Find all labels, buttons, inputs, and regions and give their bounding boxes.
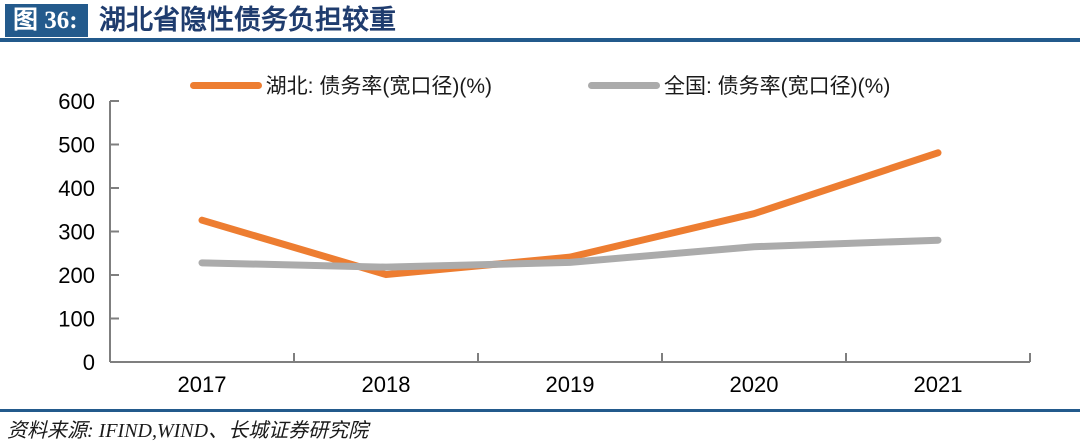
x-tick-label: 2018 xyxy=(362,372,411,397)
series-line-0 xyxy=(198,149,942,279)
legend-item-1: 全国: 债务率(宽口径)(%) xyxy=(588,70,890,100)
figure-title: 湖北省隐性债务负担较重 xyxy=(99,5,397,35)
figure-header: 图 36: 湖北省隐性债务负担较重 xyxy=(5,4,1080,37)
y-tick-label: 300 xyxy=(58,220,95,245)
figure-number-badge: 图 36: xyxy=(5,4,88,37)
header-rule xyxy=(0,38,1080,42)
x-tick-label: 2019 xyxy=(546,372,595,397)
y-tick-label: 500 xyxy=(58,133,95,158)
legend-swatch-0 xyxy=(189,81,262,89)
series-line-1 xyxy=(198,236,942,271)
source-note: 资料来源: IFIND,WIND、长城证券研究院 xyxy=(7,420,369,442)
y-tick-label: 400 xyxy=(58,176,95,201)
y-tick-label: 600 xyxy=(58,89,95,114)
x-tick-label: 2020 xyxy=(730,372,779,397)
x-tick-label: 2021 xyxy=(914,372,963,397)
legend-item-0: 湖北: 债务率(宽口径)(%) xyxy=(189,70,492,100)
y-tick-label: 0 xyxy=(83,350,95,375)
legend-label-1: 全国: 债务率(宽口径)(%) xyxy=(664,75,891,98)
legend-label-0: 湖北: 债务率(宽口径)(%) xyxy=(265,75,492,98)
x-tick-label: 2017 xyxy=(178,372,227,397)
chart-legend: 湖北: 债务率(宽口径)(%) 全国: 债务率(宽口径)(%) xyxy=(0,72,1080,98)
y-tick-label: 100 xyxy=(58,307,95,332)
legend-swatch-1 xyxy=(588,81,660,89)
y-tick-label: 200 xyxy=(58,263,95,288)
footer-rule xyxy=(0,409,1080,412)
